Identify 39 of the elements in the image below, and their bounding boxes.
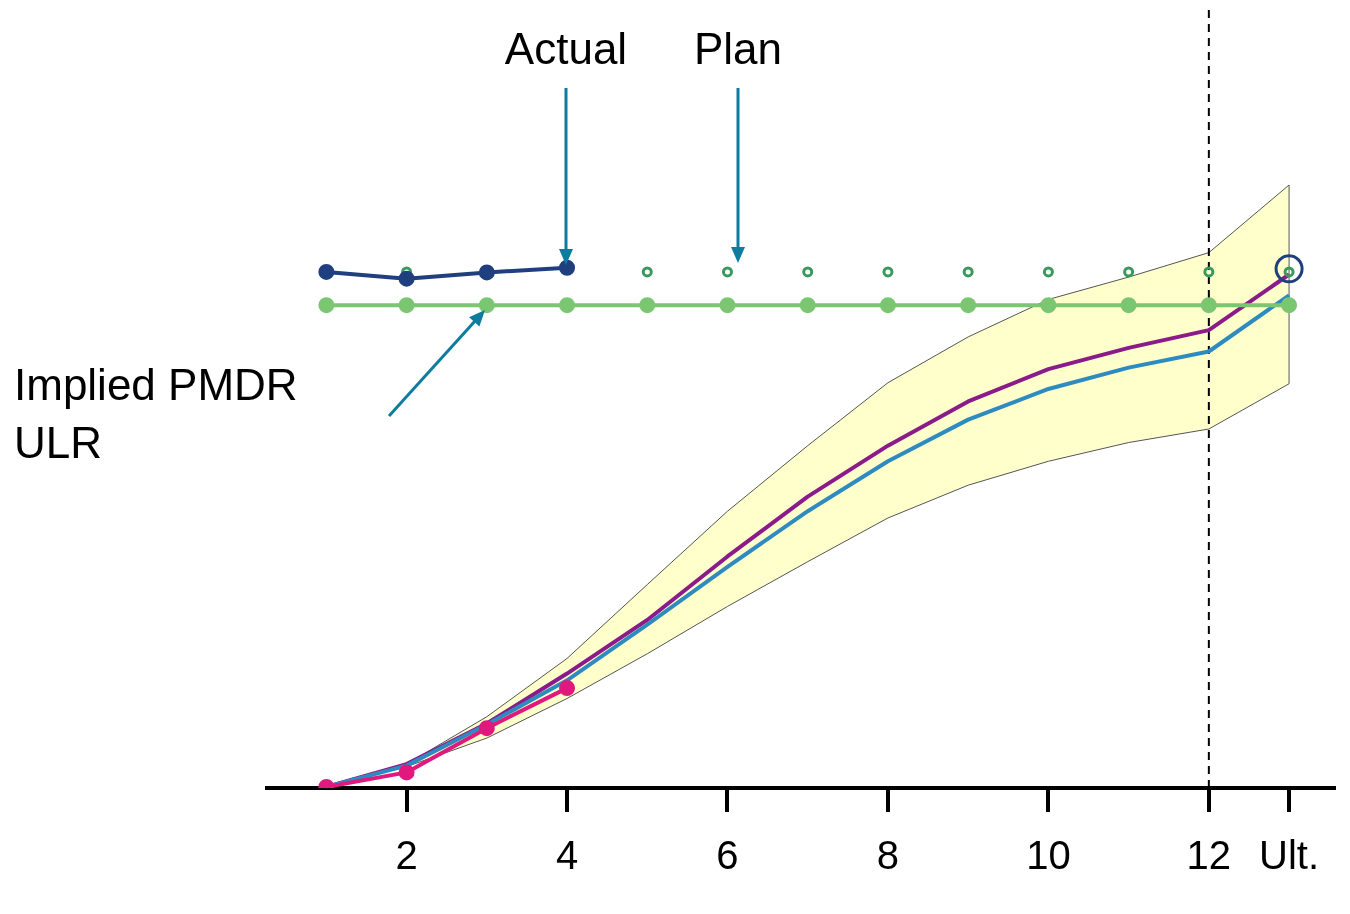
point (398, 764, 415, 781)
x-tick-label: Ult. (1259, 833, 1320, 878)
x-tick-label: 8 (876, 833, 900, 878)
text: Actual (504, 24, 628, 74)
x-tick-label: 12 (1186, 833, 1232, 878)
text: Plan (693, 24, 783, 74)
point (478, 720, 495, 737)
x-tick-label: 10 (1026, 833, 1071, 878)
point (960, 297, 977, 314)
point (722, 266, 733, 278)
point (882, 266, 894, 278)
x-tick-label: 6 (716, 833, 739, 878)
point (1203, 266, 1215, 278)
point (318, 297, 335, 314)
x-tick-label: 2 (395, 833, 418, 878)
point (641, 266, 653, 278)
point (1040, 297, 1057, 314)
x-tick-label: 4 (555, 833, 579, 878)
point (962, 266, 974, 278)
annotation: Implied PMDR ULR (14, 360, 298, 468)
point (799, 297, 816, 314)
point (1274, 254, 1304, 284)
point (879, 297, 896, 314)
point (1120, 297, 1137, 314)
point (1123, 266, 1135, 278)
point (318, 263, 335, 280)
point (398, 270, 415, 287)
point (1200, 297, 1217, 314)
point (559, 297, 576, 314)
point (478, 264, 495, 281)
point (719, 297, 736, 314)
point (398, 297, 415, 314)
point (802, 266, 814, 278)
point (478, 297, 495, 314)
point (1281, 297, 1298, 314)
point (559, 680, 576, 697)
point (559, 259, 576, 276)
point (1042, 266, 1054, 278)
point (639, 297, 656, 314)
